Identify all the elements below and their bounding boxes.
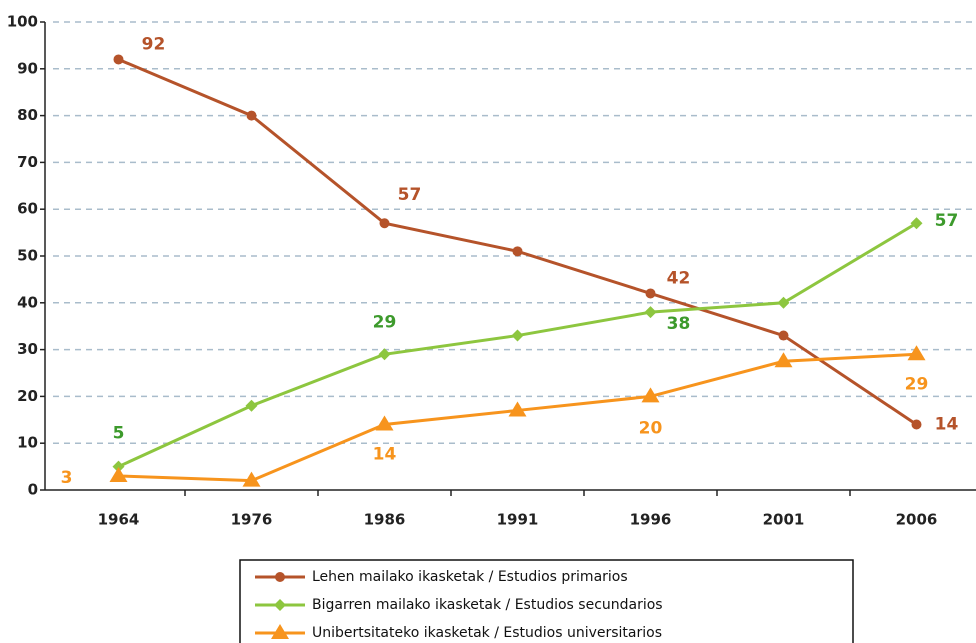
point — [109, 466, 128, 482]
point — [271, 624, 289, 639]
point — [907, 345, 926, 361]
point — [245, 399, 258, 412]
point — [275, 572, 285, 582]
data-label: 20 — [639, 418, 663, 438]
x-tick-label: 2006 — [896, 511, 938, 529]
x-tick-label: 1996 — [630, 511, 672, 529]
legend-label: Lehen mailako ikasketak / Estudios prima… — [312, 569, 628, 585]
y-tick-label: 100 — [7, 13, 38, 31]
point — [508, 401, 527, 417]
y-tick-label: 90 — [17, 59, 38, 77]
point — [112, 460, 125, 473]
data-label: 42 — [667, 268, 691, 288]
x-tick-label: 1976 — [231, 511, 273, 529]
x-tick-label: 1986 — [364, 511, 406, 529]
point — [641, 387, 660, 403]
series-line — [117, 58, 918, 426]
legend-box — [239, 559, 854, 643]
legend-label: Bigarren mailako ikasketak / Estudios se… — [312, 597, 663, 613]
series-line — [118, 352, 917, 483]
point — [645, 288, 656, 299]
point — [777, 296, 790, 309]
point — [910, 217, 923, 230]
point — [246, 110, 257, 121]
data-label: 14 — [373, 444, 397, 464]
legend-label: Unibertsitateko ikasketak / Estudios uni… — [312, 625, 662, 641]
point — [379, 218, 390, 229]
data-label: 29 — [373, 312, 397, 332]
point — [242, 471, 261, 487]
point — [511, 329, 524, 342]
data-label: 14 — [935, 414, 959, 434]
y-tick-label: 60 — [17, 200, 38, 218]
point — [644, 306, 657, 319]
data-label: 38 — [667, 314, 691, 334]
data-label: 5 — [113, 424, 125, 444]
x-tick-label: 1964 — [98, 511, 140, 529]
y-tick-label: 80 — [17, 106, 38, 124]
point — [378, 348, 391, 361]
point — [911, 419, 922, 430]
x-tick-label: 1991 — [497, 511, 539, 529]
data-label: 92 — [142, 34, 166, 54]
y-tick-label: 20 — [17, 387, 38, 405]
y-tick-label: 40 — [17, 293, 38, 311]
point — [375, 415, 394, 431]
data-label: 57 — [935, 211, 959, 231]
data-label: 29 — [905, 374, 929, 394]
point — [774, 352, 793, 368]
x-tick-label: 2001 — [763, 511, 805, 529]
y-tick-label: 70 — [17, 153, 38, 171]
y-tick-label: 0 — [28, 481, 38, 499]
point — [274, 599, 286, 611]
y-tick-label: 50 — [17, 247, 38, 265]
point — [778, 330, 789, 341]
point — [512, 246, 523, 257]
data-label: 57 — [398, 185, 422, 205]
point — [113, 54, 124, 65]
y-tick-label: 10 — [17, 434, 38, 452]
data-label: 3 — [61, 468, 73, 488]
y-tick-label: 30 — [17, 340, 38, 358]
